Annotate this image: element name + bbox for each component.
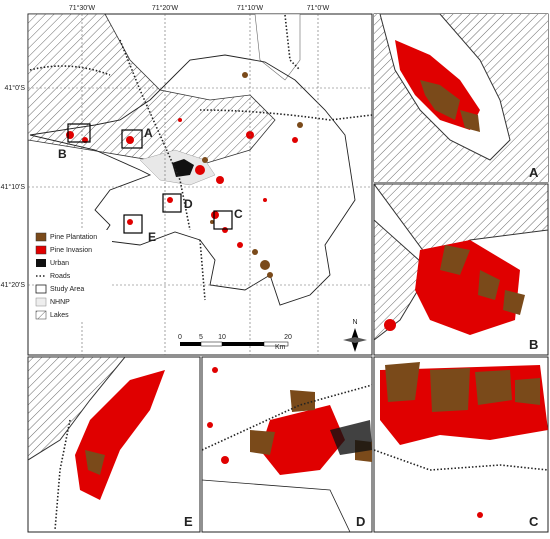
lon-label: 71°10'W xyxy=(237,4,264,12)
lon-label: 71°30'W xyxy=(69,4,96,12)
panel-label: A xyxy=(529,165,539,180)
scale-tick: 5 xyxy=(199,334,203,341)
inset-marker: E xyxy=(148,230,156,244)
nhnp-boundary xyxy=(254,14,301,81)
pine-plantation xyxy=(202,72,303,278)
lat-label: 41°20'S xyxy=(1,281,26,289)
legend-entry: Pine Plantation xyxy=(50,234,97,241)
panel-label: B xyxy=(529,337,538,352)
legend: Pine Plantation Pine Invasion Urban Road… xyxy=(34,230,112,322)
inset-marker: B xyxy=(58,147,67,161)
study-area xyxy=(29,54,356,306)
inset-boxes xyxy=(67,123,233,234)
legend-entry: Roads xyxy=(50,273,71,280)
lon-label: 71°20'W xyxy=(152,4,179,12)
north-label: N xyxy=(352,319,357,326)
inset-panel: C xyxy=(373,356,549,533)
scale-tick: 0 xyxy=(178,334,182,341)
lat-label: 41°0'S xyxy=(5,84,26,92)
scale-bar: 0 5 10 20 Km xyxy=(178,334,292,351)
inset-marker: C xyxy=(234,207,243,221)
inset-marker: A xyxy=(144,126,153,140)
panel-label: D xyxy=(356,514,365,529)
legend-entry: NHNP xyxy=(50,299,70,306)
lat-label: 41°10'S xyxy=(1,183,26,191)
scale-tick: 10 xyxy=(218,334,226,341)
scale-unit: Km xyxy=(275,344,286,351)
inset-panel: E xyxy=(27,356,201,533)
legend-entry: Study Area xyxy=(50,286,84,293)
legend-entry: Lakes xyxy=(50,312,69,319)
inset-panel: D xyxy=(201,356,373,533)
north-arrow: N xyxy=(343,319,367,352)
panel-label: E xyxy=(184,514,193,529)
panel-label: C xyxy=(529,514,539,529)
inset-panel: B xyxy=(373,183,549,356)
main-map: A B C D E 71°30'W 71°20'W 71°10'W 71°0'W… xyxy=(1,4,373,356)
graticule xyxy=(28,14,372,355)
inset-marker: D xyxy=(184,197,193,211)
lon-label: 71°0'W xyxy=(307,4,330,12)
inset-panel: A xyxy=(373,13,549,183)
legend-entry: Pine Invasion xyxy=(50,247,92,254)
scale-tick: 20 xyxy=(284,334,292,341)
legend-box xyxy=(34,230,112,322)
legend-entry: Urban xyxy=(50,260,69,267)
